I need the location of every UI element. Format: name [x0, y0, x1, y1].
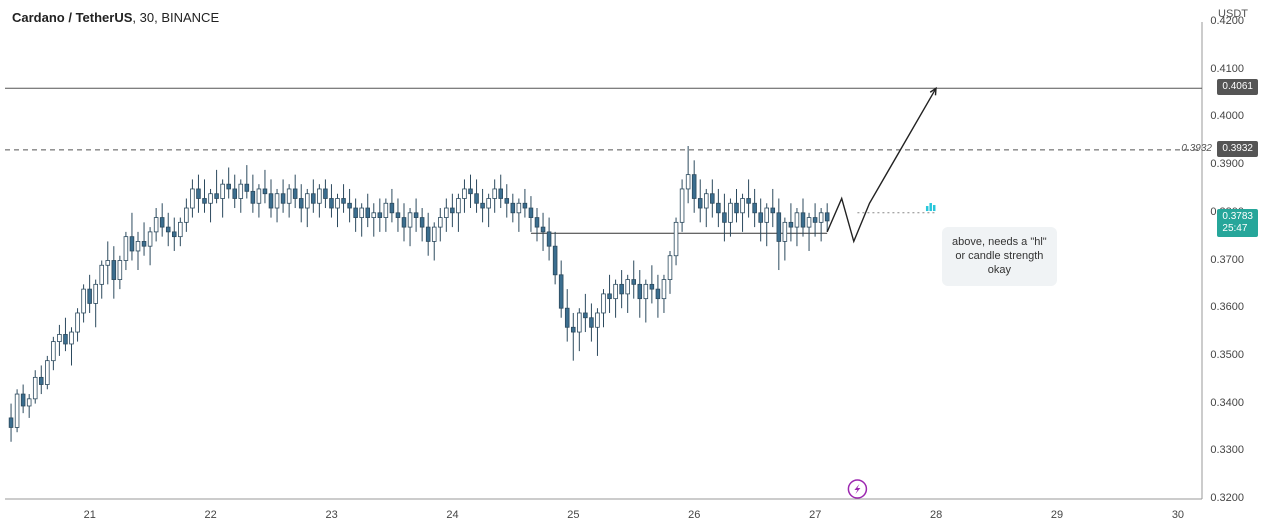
y-tick-label: 0.4100: [1210, 63, 1244, 75]
x-tick-label: 24: [446, 509, 458, 521]
annotation-note[interactable]: above, needs a "hl"or candle strengthoka…: [942, 227, 1057, 286]
price-line-tag: 0.3932: [1217, 141, 1258, 157]
y-tick-label: 0.4000: [1210, 110, 1244, 122]
x-tick-label: 29: [1051, 509, 1063, 521]
y-tick-label: 0.4200: [1210, 15, 1244, 27]
price-line-tag: 0.4061: [1217, 79, 1258, 95]
y-tick-label: 0.3600: [1210, 301, 1244, 313]
x-tick-label: 25: [567, 509, 579, 521]
dashed-line-value: 0.3932: [1181, 143, 1212, 154]
y-tick-label: 0.3900: [1210, 158, 1244, 170]
x-tick-label: 26: [688, 509, 700, 521]
chart-canvas[interactable]: [0, 0, 1262, 529]
current-price-tag: 0.378325:47: [1217, 209, 1258, 237]
chart-title: Cardano / TetherUS, 30, BINANCE: [12, 10, 219, 25]
x-tick-label: 28: [930, 509, 942, 521]
y-tick-label: 0.3700: [1210, 254, 1244, 266]
y-tick-label: 0.3200: [1210, 492, 1244, 504]
x-tick-label: 21: [84, 509, 96, 521]
interval: 30: [140, 10, 154, 25]
y-tick-label: 0.3300: [1210, 444, 1244, 456]
exchange: BINANCE: [161, 10, 219, 25]
x-tick-label: 30: [1172, 509, 1184, 521]
chart-root: Cardano / TetherUS, 30, BINANCE USDT 0.4…: [0, 0, 1262, 529]
x-tick-label: 22: [205, 509, 217, 521]
symbol-name: Cardano / TetherUS: [12, 10, 132, 25]
y-tick-label: 0.3500: [1210, 349, 1244, 361]
bar-chart-icon: [926, 203, 936, 211]
x-tick-label: 27: [809, 509, 821, 521]
y-tick-label: 0.3400: [1210, 397, 1244, 409]
x-tick-label: 23: [325, 509, 337, 521]
